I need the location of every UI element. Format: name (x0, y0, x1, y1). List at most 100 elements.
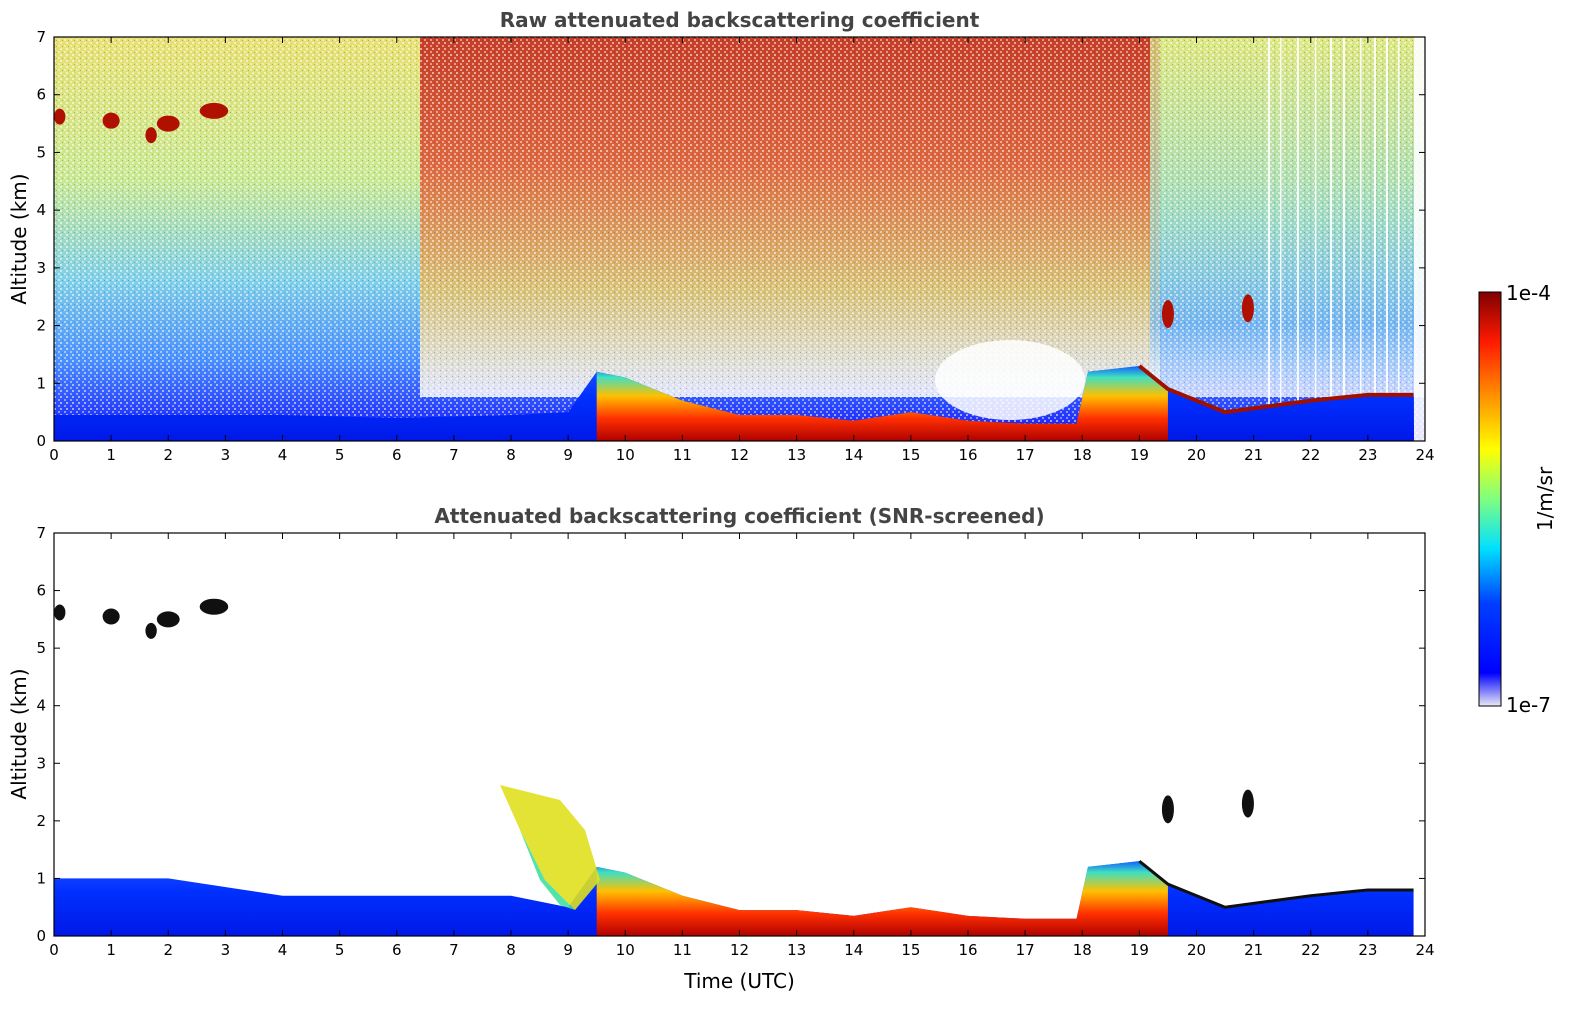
x-tick-label: 5 (335, 446, 345, 464)
y-tick-label: 6 (36, 582, 46, 600)
boundary-layer (54, 365, 1414, 441)
y-tick-label: 0 (36, 432, 46, 450)
x-tick-label: 5 (335, 941, 345, 959)
x-tick-label: 9 (563, 941, 573, 959)
cloud-blob (1161, 795, 1174, 824)
x-tick-label: 14 (844, 941, 863, 959)
x-tick-label: 21 (1244, 941, 1263, 959)
colorbar-min-label: 1e-7 (1506, 693, 1551, 717)
x-tick-label: 13 (787, 446, 806, 464)
x-tick-label: 0 (49, 941, 59, 959)
y-tick-label: 1 (36, 374, 46, 392)
y-tick-label: 2 (36, 317, 46, 335)
x-tick-label: 3 (221, 446, 231, 464)
y-axis-label: Altitude (km) (7, 173, 31, 304)
x-tick-label: 8 (506, 941, 516, 959)
x-tick-label: 19 (1130, 446, 1149, 464)
x-tick-label: 12 (730, 941, 749, 959)
x-tick-label: 10 (616, 941, 635, 959)
x-axis: 0 1 2 3 4 5 6 7 8 9 10 11 12 13 14 15 16 17 18 19 20 21 22 23 24 (49, 37, 1435, 464)
x-tick-label: 11 (673, 941, 692, 959)
x-axis-label: Time (UTC) (683, 969, 795, 993)
x-tick-label: 6 (392, 446, 402, 464)
x-tick-label: 13 (787, 941, 806, 959)
y-tick-label: 4 (36, 697, 46, 715)
chart-title: Attenuated backscattering coefficient (S… (434, 504, 1044, 528)
x-tick-label: 10 (616, 446, 635, 464)
boundary-layer-aerosol (596, 365, 1168, 441)
x-tick-label: 18 (1073, 941, 1092, 959)
x-tick-label: 0 (49, 446, 59, 464)
y-axis: 0 1 2 3 4 5 6 7 (36, 28, 1425, 450)
cloud-blob (54, 108, 66, 125)
x-tick-label: 21 (1244, 446, 1263, 464)
x-tick-label: 4 (278, 941, 288, 959)
heatmap-raw (54, 37, 1425, 441)
x-tick-label: 7 (449, 941, 459, 959)
boundary-layer (54, 861, 1414, 936)
cloud-blob (199, 598, 229, 615)
x-tick-label: 12 (730, 446, 749, 464)
y-tick-label: 5 (36, 143, 46, 161)
y-tick-label: 2 (36, 812, 46, 830)
elevated-clouds (54, 598, 1254, 824)
x-tick-label: 17 (1016, 941, 1035, 959)
x-tick-label: 2 (163, 446, 173, 464)
aerosol-plume (500, 785, 600, 910)
x-tick-label: 11 (673, 446, 692, 464)
y-axis: 0 1 2 3 4 5 6 7 (36, 524, 1425, 945)
x-tick-label: 4 (278, 446, 288, 464)
cloud-blob (1161, 300, 1174, 329)
x-tick-label: 23 (1358, 941, 1377, 959)
x-tick-label: 2 (163, 941, 173, 959)
colorbar-unit-label: 1/m/sr (1533, 466, 1557, 531)
boundary-layer-top (1138, 364, 1414, 415)
elevated-clouds (54, 102, 1254, 329)
x-tick-label: 1 (106, 446, 116, 464)
cloud-blob (54, 604, 66, 621)
x-tick-label: 16 (958, 446, 977, 464)
cloud-blob (156, 115, 180, 132)
x-tick-label: 17 (1016, 446, 1035, 464)
colorbar: 1e-4 1e-7 1/m/sr (1478, 281, 1557, 717)
y-tick-label: 1 (36, 869, 46, 887)
x-tick-label: 7 (449, 446, 459, 464)
x-tick-label: 14 (844, 446, 863, 464)
y-axis-label: Altitude (km) (7, 668, 31, 799)
boundary-layer-top (1138, 859, 1414, 909)
y-tick-label: 6 (36, 86, 46, 104)
y-tick-label: 4 (36, 201, 46, 219)
cloud-blob (156, 611, 180, 628)
y-tick-label: 5 (36, 639, 46, 657)
colorbar-gradient (1478, 291, 1502, 707)
y-tick-label: 7 (36, 524, 46, 542)
cloud-blob (199, 102, 229, 119)
boundary-layer-aerosol (596, 861, 1168, 936)
panel-raw: Raw attenuated backscattering coefficien… (7, 8, 1435, 464)
heatmap-screened (54, 533, 1425, 936)
x-tick-label: 6 (392, 941, 402, 959)
cloud-blob (1241, 789, 1254, 818)
x-tick-label: 15 (901, 941, 920, 959)
chart-title: Raw attenuated backscattering coefficien… (500, 8, 980, 32)
x-tick-label: 9 (563, 446, 573, 464)
y-tick-label: 7 (36, 28, 46, 46)
x-tick-label: 24 (1415, 446, 1434, 464)
panel-screened: Attenuated backscattering coefficient (S… (7, 504, 1435, 993)
cloud-blob (102, 112, 120, 129)
x-tick-label: 1 (106, 941, 116, 959)
x-tick-label: 20 (1187, 941, 1206, 959)
x-tick-label: 15 (901, 446, 920, 464)
cloud-blob (145, 622, 157, 639)
x-tick-label: 24 (1415, 941, 1434, 959)
x-tick-label: 22 (1301, 446, 1320, 464)
y-tick-label: 3 (36, 259, 46, 277)
x-tick-label: 23 (1358, 446, 1377, 464)
x-tick-label: 3 (221, 941, 231, 959)
x-tick-label: 22 (1301, 941, 1320, 959)
cloud-blob (102, 608, 120, 625)
x-tick-label: 8 (506, 446, 516, 464)
x-tick-label: 20 (1187, 446, 1206, 464)
y-tick-label: 0 (36, 927, 46, 945)
